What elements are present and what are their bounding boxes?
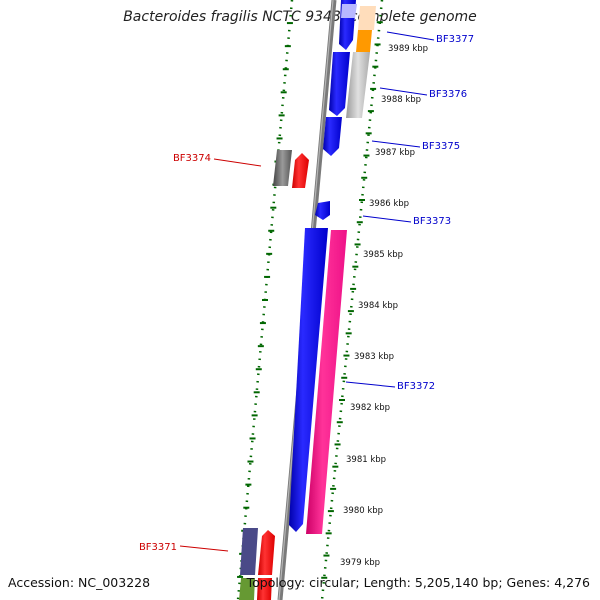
gene-label[interactable]: BF3376 [429,89,467,100]
gene-arrow-bf3376[interactable] [329,52,350,116]
gene-labels: BF3377 BF3376 BF3375 BF3374 BF3373 BF3372 BF33… [139,31,474,553]
kbp-tick-label: 3989 kbp [388,44,428,54]
gene-label-leader [362,215,412,223]
gene-arrow-bf3372[interactable] [289,228,328,532]
gene-arrow-bf3374[interactable] [292,153,309,188]
gene-block-red-bottom [257,578,272,600]
kbp-tick-label: 3988 kbp [381,95,421,105]
kbp-tick-label: 3984 kbp [358,301,398,311]
gene-label[interactable]: BF3373 [413,216,451,227]
gene-block-bf3371-purple [240,528,258,575]
gene-label-leader [371,140,421,148]
kbp-tick-label: 3985 kbp [363,250,403,260]
gene-arrow-bf3371[interactable] [258,530,275,575]
cog-block-silver [346,52,370,118]
gene-label[interactable]: BF3372 [397,381,435,392]
gene-label[interactable]: BF3377 [436,34,474,45]
gene-arrow-bf3377-faint [341,4,357,18]
left-ring-dashes [237,22,293,578]
gene-label-leader [213,158,262,167]
gene-label[interactable]: BF3375 [422,141,460,152]
gene-label-leader [179,545,229,552]
gene-label[interactable]: BF3374 [173,153,211,164]
gc-skew-bar [306,230,347,534]
gene-arrow-bf3375[interactable] [323,117,342,156]
gene-label-leader [345,381,396,388]
kbp-tick-label: 3979 kbp [340,558,380,568]
kbp-tick-labels: 3989 kbp 3988 kbp 3987 kbp 3986 kbp 3985 kbp… [340,44,428,568]
gene-block-bf3374-grey [273,150,292,186]
kbp-tick-label: 3982 kbp [350,403,390,413]
gene-arrow-bf3373[interactable] [315,201,330,220]
gene-label-leader [379,87,428,96]
kbp-tick-label: 3983 kbp [354,352,394,362]
cog-block-orange [356,30,372,52]
kbp-tick-label: 3986 kbp [369,199,409,209]
kbp-tick-label: 3980 kbp [343,506,383,516]
kbp-tick-label: 3981 kbp [346,455,386,465]
right-ring-dashes [321,21,383,579]
kbp-tick-label: 3987 kbp [375,148,415,158]
gene-block-olive [239,578,255,600]
gene-label-leader [386,31,435,41]
right-dotted-ring [320,0,384,600]
map-title: Bacteroides fragilis NCTC 9343, complete… [123,9,477,25]
accession-text: Accession: NC_003228 [8,575,151,590]
cog-block-peach [358,6,376,30]
genome-summary-text: Topology: circular; Length: 5,205,140 bp… [246,575,590,590]
gene-label[interactable]: BF3371 [139,542,177,553]
